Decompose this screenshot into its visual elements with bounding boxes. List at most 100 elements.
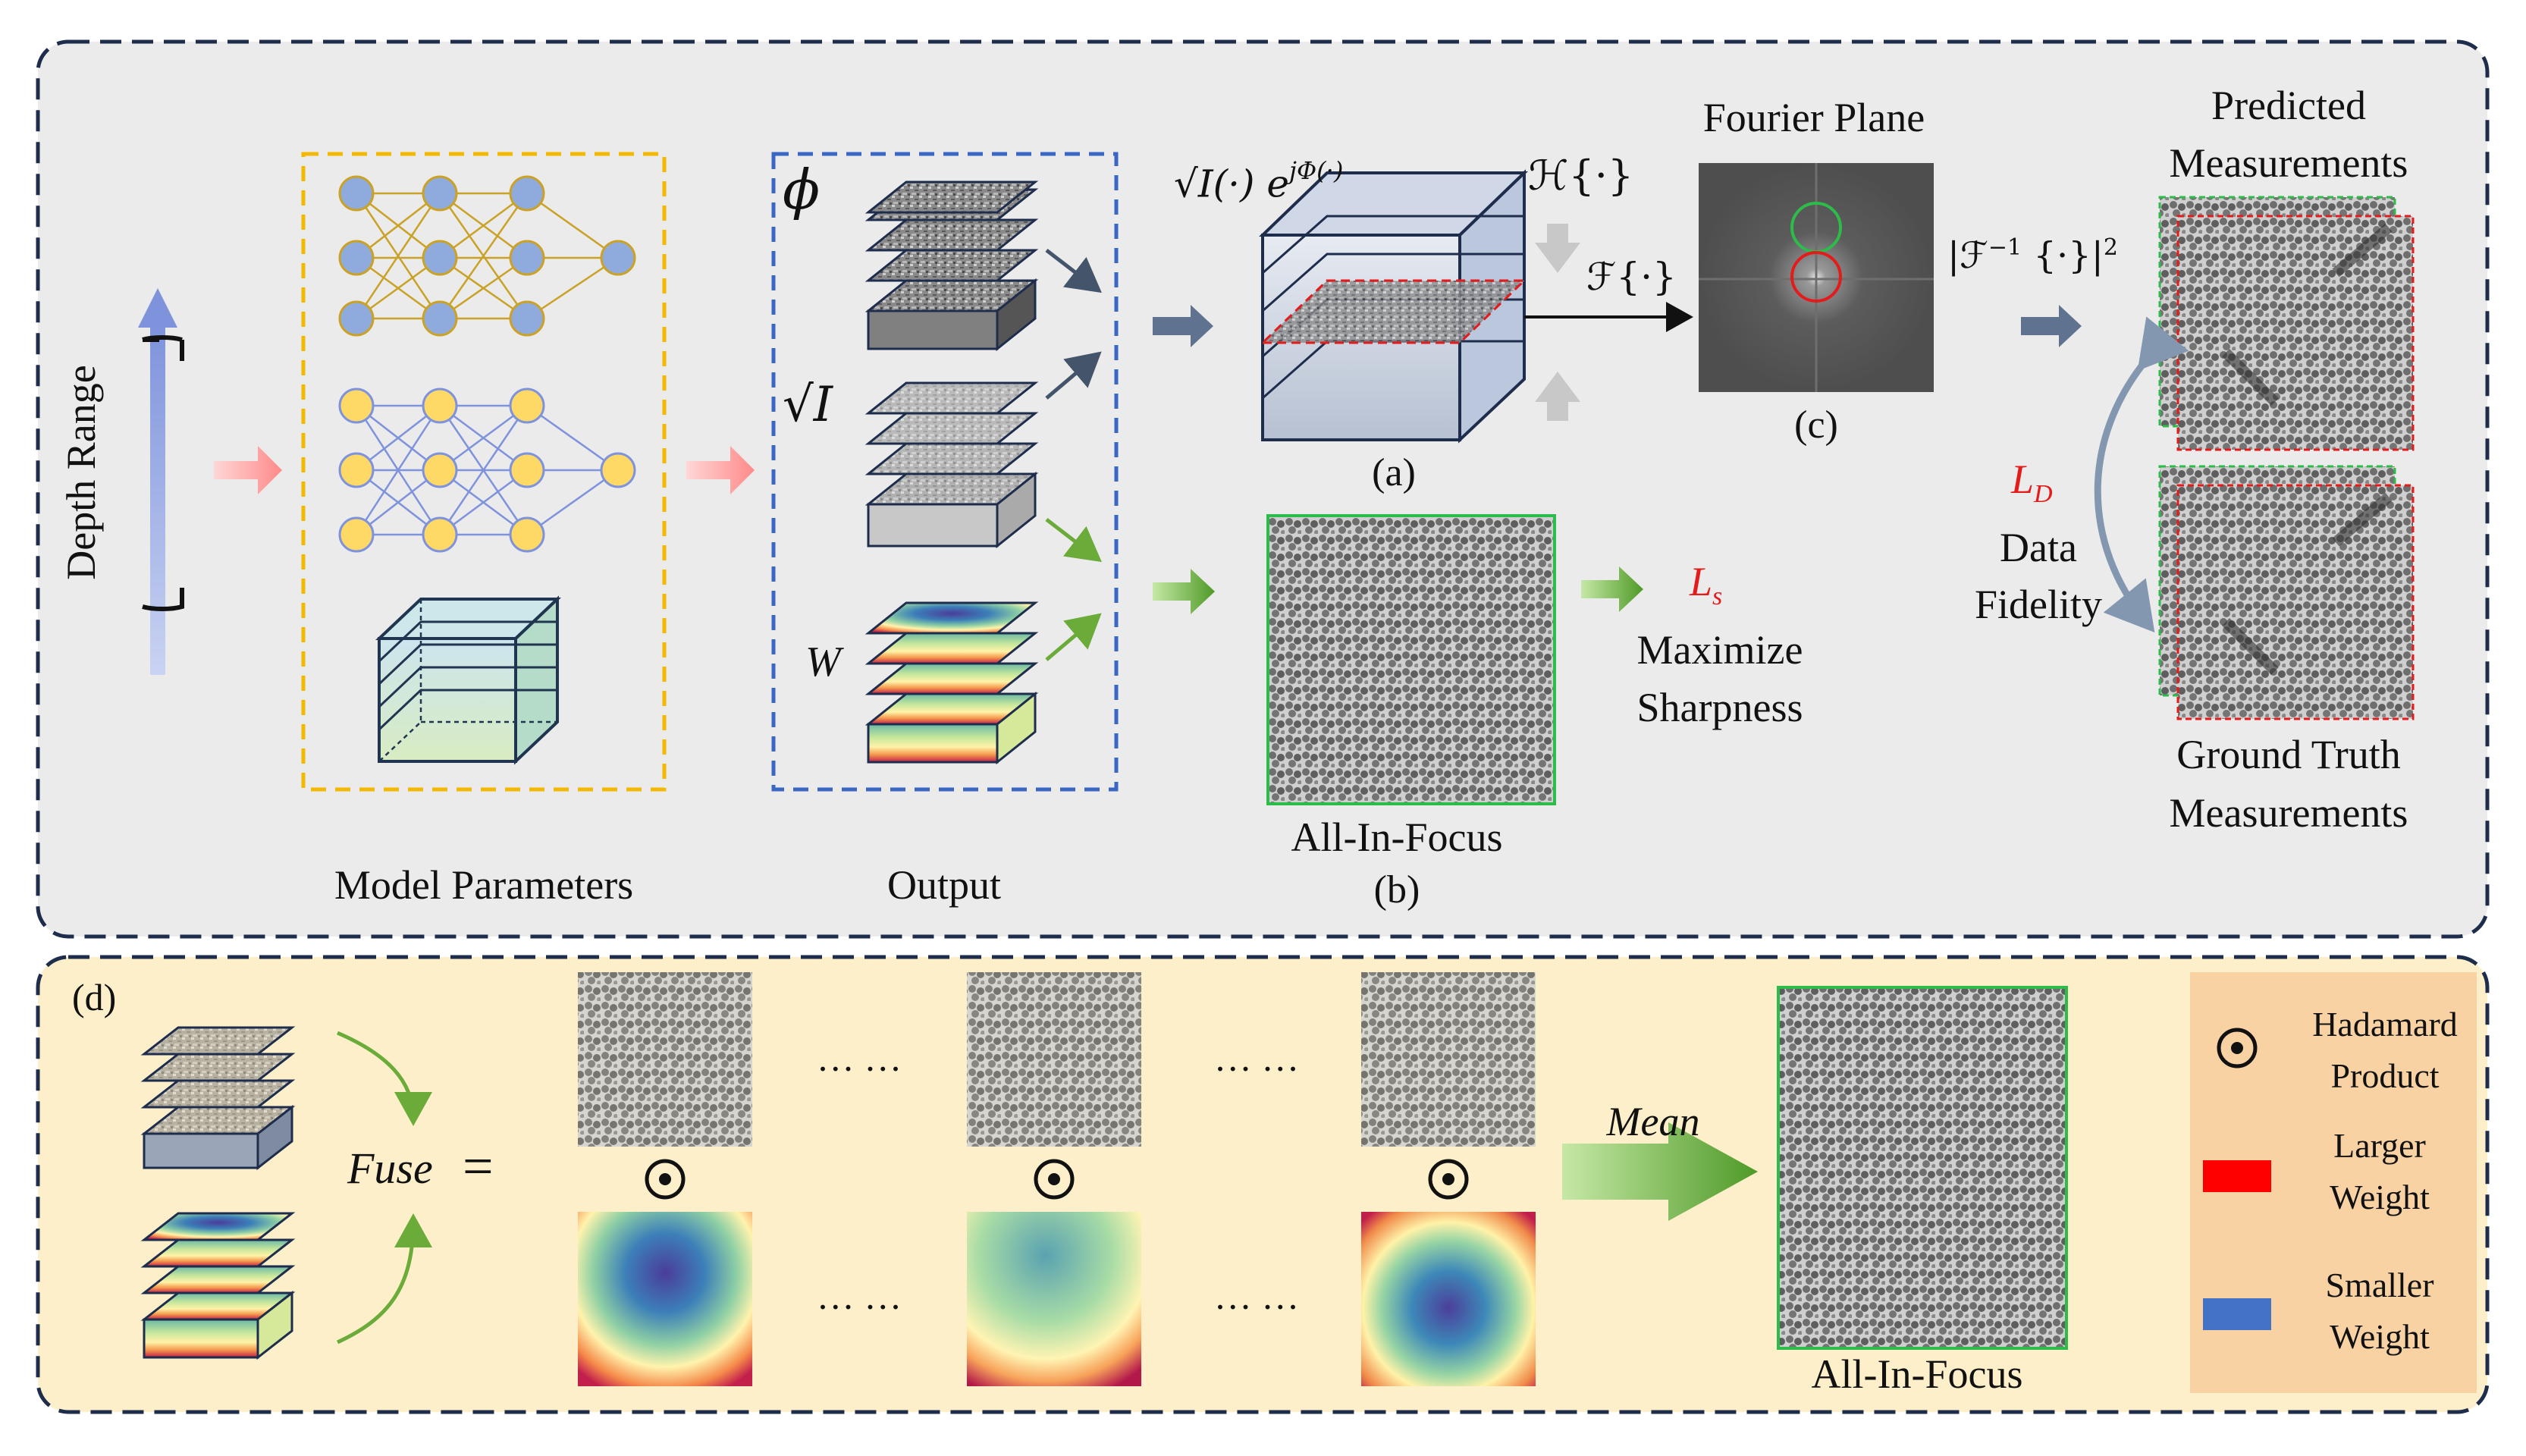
phi-stack xyxy=(864,180,1039,352)
w-symbol: W xyxy=(805,639,841,686)
legend-larger-weight-swatch xyxy=(2203,1160,2271,1192)
all-in-focus-label-top: All-In-Focus xyxy=(1291,814,1503,860)
neural-network-blue xyxy=(355,192,619,320)
inverse-op-pow: 2 xyxy=(2103,234,2118,261)
pink-arrow-2 xyxy=(686,446,755,494)
pink-arrow-1 xyxy=(214,446,282,494)
inverse-op-tail: {·}| xyxy=(2022,234,2104,277)
fourier-plane-image xyxy=(1699,163,1934,392)
legend-larger-line2: Weight xyxy=(2330,1178,2430,1216)
ground-truth-label-line1: Ground Truth xyxy=(2176,732,2401,777)
weight-map-1 xyxy=(578,1212,752,1386)
data-fidelity-arrow xyxy=(2094,316,2189,632)
weight-stack xyxy=(864,601,1039,765)
ground-truth-measurements-stack xyxy=(2158,465,2415,720)
fourier-operator: ℱ{·} xyxy=(1586,255,1677,299)
green-arrow-1 xyxy=(1153,569,1215,614)
sharpness-label: Sharpness xyxy=(1636,685,1803,730)
fourier-pupil-red xyxy=(1790,251,1842,303)
arrow-phi xyxy=(1045,249,1102,293)
depth-range-label: Depth Range xyxy=(58,365,104,580)
weight-map-2 xyxy=(967,1212,1141,1386)
neurons-blue xyxy=(338,175,636,337)
green-arrow-2 xyxy=(1581,566,1643,612)
hadamard-symbol-2 xyxy=(1034,1159,1075,1200)
neurons-yellow xyxy=(338,388,636,553)
propagate-up-arrow xyxy=(1535,372,1580,421)
ellipsis-bottom-1: … … xyxy=(816,1275,902,1317)
inverse-op-sup: −1 xyxy=(1988,234,2022,261)
hadamard-symbol-1 xyxy=(645,1159,686,1200)
neural-network-yellow xyxy=(355,404,619,536)
legend-smaller-line1: Smaller xyxy=(2325,1266,2434,1304)
legend-hadamard-line1: Hadamard xyxy=(2312,1005,2458,1043)
fuse-arrow-bottom xyxy=(336,1213,432,1345)
sqrt-i-symbol: √I xyxy=(783,377,833,433)
legend-larger-line1: Larger xyxy=(2333,1126,2426,1165)
propagator-operator: ℋ{·} xyxy=(1528,152,1634,199)
output-label: Output xyxy=(886,862,1002,908)
fuse-arrow-top xyxy=(337,1031,432,1126)
fuse-label: Fuse xyxy=(347,1144,433,1193)
bottom-phi-stack xyxy=(140,1026,296,1171)
all-in-focus-label-bottom: All-In-Focus xyxy=(1811,1351,2023,1397)
legend-hadamard-icon xyxy=(2217,1028,2258,1068)
predicted-label-line1: Predicted xyxy=(2211,83,2366,128)
legend-smaller-line2: Weight xyxy=(2330,1317,2430,1356)
ellipsis-top-1: … … xyxy=(816,1037,902,1079)
mean-label: Mean xyxy=(1606,1099,1700,1144)
label-d: (d) xyxy=(72,976,117,1018)
arrow-weight xyxy=(1045,613,1102,661)
depth-range-arrowhead xyxy=(138,288,177,328)
depth-range-bracket-bottom xyxy=(142,588,184,611)
legend-hadamard-line2: Product xyxy=(2330,1056,2440,1095)
ground-truth-label-line2: Measurements xyxy=(2169,790,2408,836)
mean-arrow xyxy=(1562,1122,1758,1221)
predicted-measurements-stack xyxy=(2158,196,2415,451)
navy-arrow-2 xyxy=(2021,305,2082,347)
field-expression-exponent: jΦ(·) xyxy=(1289,156,1344,185)
label-b: (b) xyxy=(1373,868,1420,912)
legend-smaller-weight-swatch xyxy=(2203,1298,2271,1330)
inverse-fourier-expression: |ℱ−1 {·}|2 xyxy=(1947,234,2118,277)
all-in-focus-image-top xyxy=(1266,514,1556,805)
data-fidelity-loss: LD xyxy=(2011,459,2053,507)
label-c: (c) xyxy=(1794,403,1838,447)
sharpness-loss-main: L xyxy=(1690,559,1713,604)
slice-image-1 xyxy=(578,972,752,1147)
intensity-stack xyxy=(864,381,1039,549)
complex-field-cube xyxy=(1259,169,1528,444)
data-fidelity-loss-sub: D xyxy=(2034,479,2053,508)
navy-arrow-1 xyxy=(1153,305,1213,347)
phi-symbol: ϕ xyxy=(783,158,821,221)
hadamard-symbol-3 xyxy=(1428,1159,1469,1200)
sharpness-loss-sub: s xyxy=(1712,582,1723,610)
bottom-weight-stack xyxy=(140,1212,296,1360)
field-expression: √I(·) ejΦ(·) xyxy=(1174,158,1343,206)
arrow-intensity xyxy=(1045,351,1102,400)
propagate-down-arrow xyxy=(1535,224,1580,273)
model-parameters-box xyxy=(301,152,667,792)
ellipsis-top-2: … … xyxy=(1213,1037,1300,1079)
model-parameters-label: Model Parameters xyxy=(334,862,634,908)
inverse-op: |ℱ xyxy=(1947,234,1988,277)
ellipsis-bottom-2: … … xyxy=(1213,1275,1300,1317)
parameter-cube xyxy=(375,595,562,765)
maximize-label: Maximize xyxy=(1636,627,1803,673)
sharpness-loss: Ls xyxy=(1690,561,1722,610)
label-a: (a) xyxy=(1372,451,1416,494)
slice-image-3 xyxy=(1361,972,1536,1147)
fidelity-label: Fidelity xyxy=(1974,582,2103,627)
all-in-focus-image-bottom xyxy=(1777,986,2068,1350)
depth-range-arrow xyxy=(150,326,165,675)
fourier-plane-label: Fourier Plane xyxy=(1702,95,1925,140)
data-label: Data xyxy=(2000,525,2077,570)
data-fidelity-loss-main: L xyxy=(2011,457,2035,502)
weight-map-3 xyxy=(1361,1212,1536,1386)
field-expression-base: √I(·) e xyxy=(1174,162,1290,206)
arrow-intensity-green xyxy=(1045,518,1102,563)
slice-image-2 xyxy=(967,972,1141,1147)
predicted-label-line2: Measurements xyxy=(2169,140,2408,186)
output-box xyxy=(771,152,1119,792)
